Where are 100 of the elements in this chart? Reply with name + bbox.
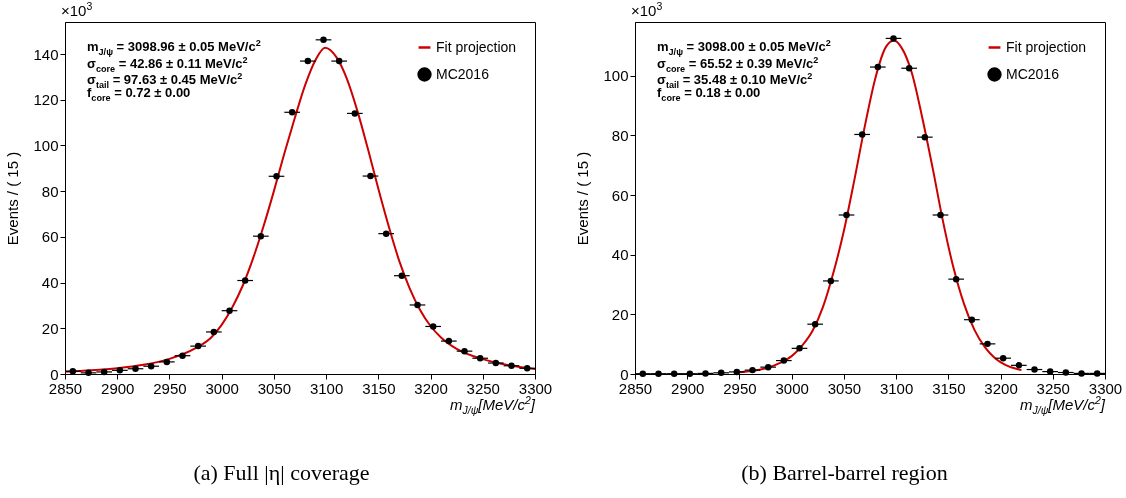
point: [843, 211, 850, 219]
point: [686, 370, 694, 377]
point: [1062, 369, 1070, 376]
legend-label: MC2016: [1006, 65, 1060, 82]
x-tick-label: 2900: [671, 379, 705, 397]
y-tick-label: 40: [611, 246, 629, 264]
point: [132, 365, 139, 372]
y-tick-label: 60: [41, 228, 59, 246]
point: [288, 109, 296, 116]
text: ×10$^{3}$: [61, 0, 93, 19]
point: [984, 340, 991, 348]
y-tick-label: 60: [611, 186, 629, 204]
x-tick-label: 3000: [205, 379, 239, 397]
point: [241, 277, 249, 284]
x-tick-label: 3200: [414, 379, 448, 397]
point: [937, 211, 944, 219]
point: [163, 358, 171, 366]
point: [257, 232, 265, 240]
point: [670, 370, 678, 377]
x-tick-label: 3150: [932, 379, 966, 397]
point: [639, 370, 647, 377]
point: [69, 368, 77, 375]
y-tick-label: 140: [33, 45, 59, 63]
point: [827, 277, 835, 285]
text: (b) Barrel-barrel region: [740, 460, 949, 486]
legend-label: Fit projection: [1006, 38, 1087, 55]
point: [874, 63, 882, 71]
point: [1015, 362, 1023, 369]
point: [367, 172, 374, 180]
y-tick-label: 20: [611, 305, 629, 323]
point: [702, 370, 709, 377]
point: [492, 359, 500, 367]
point: [858, 131, 866, 138]
point: [1093, 370, 1101, 377]
point: [194, 342, 202, 350]
point: [905, 65, 913, 72]
point: [116, 367, 124, 374]
x-tick-label: 3000: [775, 379, 809, 397]
legend-label: MC2016: [436, 65, 490, 82]
x-tick-label: 2950: [723, 379, 757, 397]
point: [523, 365, 531, 372]
point: [921, 133, 929, 141]
x-axis-title: m$_{J/ψ}$[MeV/c$^{2}$]: [1019, 394, 1105, 416]
y-tick-label: 20: [41, 319, 59, 337]
y-axis-title: Events / ( 15 ): [4, 151, 22, 246]
point: [414, 301, 421, 309]
point: [273, 173, 280, 180]
point: [445, 337, 453, 345]
y-tick-label: 80: [41, 182, 59, 200]
point: [1046, 368, 1054, 375]
point: [796, 345, 803, 352]
x-tick-label: 2950: [153, 379, 187, 397]
point: [952, 275, 960, 283]
point: [717, 369, 725, 377]
point: [968, 316, 976, 323]
x-tick-label: 3050: [257, 379, 292, 397]
point: [890, 35, 897, 42]
x-tick-label: 3300: [518, 379, 553, 397]
point: [749, 366, 756, 374]
point: [147, 362, 155, 370]
point: [351, 110, 359, 117]
point: [811, 320, 819, 328]
x-tick-label: 3250: [466, 379, 500, 397]
x-tick-label: 3050: [827, 379, 862, 397]
point: [780, 357, 788, 364]
y-tick-label: 100: [603, 67, 629, 85]
point: [429, 323, 437, 330]
point: [100, 368, 108, 376]
point: [382, 230, 390, 237]
point: [655, 370, 662, 377]
point: [476, 354, 484, 362]
point: [335, 57, 343, 65]
y-tick-label: 40: [41, 274, 59, 292]
legend-label: Fit projection: [436, 38, 517, 55]
x-tick-label: 3300: [1088, 379, 1123, 397]
point: [320, 36, 327, 44]
text: (a) Full |η| coverage: [192, 460, 371, 486]
point: [508, 362, 515, 370]
x-tick-label: 3150: [362, 379, 396, 397]
x-tick-label: 2900: [101, 379, 135, 397]
point: [210, 328, 218, 336]
x-tick-label: 3200: [984, 379, 1018, 397]
text: ×10$^{3}$: [631, 0, 663, 19]
point: [1078, 370, 1085, 377]
point: [226, 307, 233, 314]
y-axis-title: Events / ( 15 ): [574, 151, 592, 246]
point: [999, 354, 1007, 362]
x-axis-title: m$_{J/ψ}$[MeV/c$^{2}$]: [449, 394, 535, 416]
point: [179, 352, 186, 359]
y-tick-label: 120: [33, 91, 59, 109]
point: [461, 347, 468, 355]
point: [733, 368, 741, 376]
point: [85, 369, 92, 377]
x-tick-label: 3100: [309, 379, 344, 397]
x-tick-label: 3250: [1036, 379, 1070, 397]
x-tick-label: 3100: [879, 379, 914, 397]
point: [398, 272, 406, 279]
y-tick-label: 100: [33, 136, 59, 154]
y-tick-label: 80: [611, 126, 629, 144]
point: [764, 363, 772, 371]
